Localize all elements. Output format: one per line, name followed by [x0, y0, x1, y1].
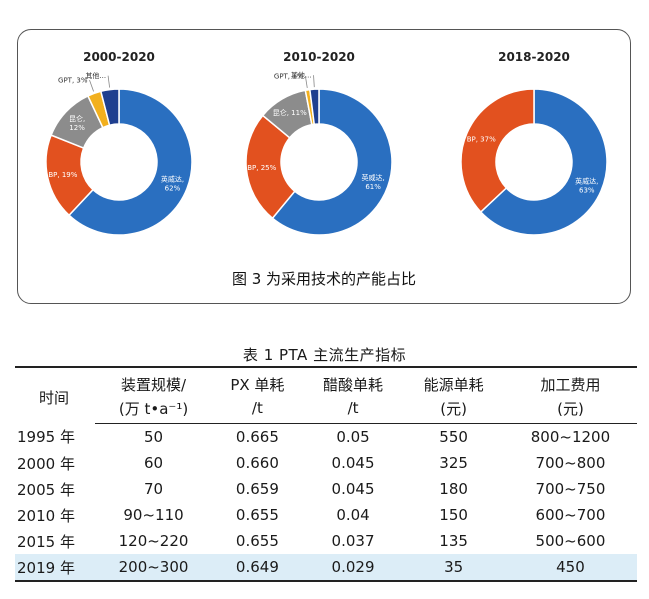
- cell-energy: 35: [403, 554, 504, 582]
- table-row: 2000 年 60 0.660 0.045 325 700~800: [15, 450, 637, 476]
- header-time: 时间: [15, 366, 95, 424]
- table-header-row: 时间 装置规模/ PX 单耗 醋酸单耗 能源单耗 加工费用: [15, 366, 637, 424]
- cell-acetic: 0.037: [331, 532, 375, 550]
- header-energy: 能源单耗: [403, 366, 504, 396]
- table-row: 1995 年 50 0.665 0.05 550 800~1200: [15, 424, 637, 451]
- cell-cost: 450: [503, 554, 637, 582]
- cell-year: 2019 年: [15, 554, 95, 582]
- slice-label: BP, 37%: [467, 136, 496, 144]
- figure-caption: 图 3 为采用技术的产能占比: [231, 270, 417, 288]
- donut-chart-1: 2010-2020 英威达, 61% BP, 25% 昆仑, 11% GPT, 1%其他.…: [245, 50, 393, 236]
- slice-label: 昆仑, 11%: [273, 108, 307, 117]
- cell-energy: 135: [439, 532, 468, 550]
- leader-line: [107, 75, 110, 88]
- cell-scale: 50: [143, 428, 164, 446]
- cell-year: 2010 年: [17, 506, 75, 525]
- cell-energy: 550: [439, 428, 468, 446]
- slice-invista: [67, 88, 193, 236]
- cell-energy: 180: [439, 480, 468, 498]
- cell-energy: 150: [439, 506, 468, 524]
- slice-invista: [479, 88, 608, 236]
- slice-label: GPT, 1%: [274, 73, 304, 81]
- cell-cost: 700~750: [535, 480, 606, 498]
- unit-acetic: /t: [302, 396, 404, 424]
- slice-label: 英威达, 63%: [575, 176, 598, 194]
- cell-acetic: 0.045: [331, 454, 375, 472]
- chart-title: 2000-2020: [83, 50, 155, 64]
- cell-cost: 800~1200: [530, 428, 611, 446]
- cell-acetic: 0.045: [331, 480, 375, 498]
- slice-label: 其他...: [85, 71, 106, 80]
- slice-label: BP, 19%: [48, 171, 77, 179]
- unit-cost: (元): [503, 396, 637, 424]
- leader-line: [313, 75, 315, 88]
- cell-px: 0.655: [235, 506, 279, 524]
- leader-line: [89, 80, 94, 92]
- unit-energy: (元): [403, 396, 504, 424]
- slice-bp: [245, 114, 296, 220]
- cell-cost: 500~600: [535, 532, 606, 550]
- cell-px: 0.665: [235, 428, 279, 446]
- header-scale: 装置规模/: [95, 366, 213, 396]
- slice-label: GPT, 3%: [58, 77, 88, 85]
- header-cost: 加工费用: [503, 366, 637, 396]
- slice-other: [99, 88, 120, 127]
- table-row: 2015 年 120~220 0.655 0.037 135 500~600: [15, 528, 637, 554]
- cell-acetic: 0.04: [336, 506, 370, 524]
- unit-scale: (万 t•a⁻¹): [95, 396, 213, 424]
- leader-line: [304, 76, 308, 88]
- cell-cost: 700~800: [535, 454, 606, 472]
- table-title: 表 1 PTA 主流生产指标: [242, 346, 407, 364]
- cell-year: 1995 年: [17, 428, 75, 447]
- slice-invista: [271, 88, 393, 236]
- cell-acetic: 0.029: [302, 554, 404, 582]
- cell-cost: 600~700: [535, 506, 606, 524]
- cell-scale: 200~300: [95, 554, 213, 582]
- cell-scale: 120~220: [118, 532, 189, 550]
- cell-scale: 70: [143, 480, 164, 498]
- slice-label: 英威达, 62%: [161, 175, 184, 193]
- figure-panel: 2000-2020 英威达, 62% BP, 19% 昆仑, 12% GPT, 3% 其他..…: [17, 29, 631, 304]
- cell-px: 0.659: [235, 480, 279, 498]
- cell-scale: 60: [143, 454, 164, 472]
- slice-label: BP, 25%: [247, 164, 276, 172]
- header-acetic: 醋酸单耗: [302, 366, 404, 396]
- cell-year: 2015 年: [17, 532, 75, 551]
- cell-scale: 90~110: [123, 506, 184, 524]
- slice-label: 昆仑, 12%: [69, 114, 85, 132]
- cell-year: 2005 年: [17, 480, 75, 499]
- cell-px: 0.655: [235, 532, 279, 550]
- cell-px: 0.649: [212, 554, 303, 582]
- chart-title: 2018-2020: [498, 50, 570, 64]
- slice-other: [309, 88, 320, 126]
- donut-chart-0: 2000-2020 英威达, 62% BP, 19% 昆仑, 12% GPT, 3%其他..…: [45, 50, 193, 236]
- slice-label: 英威达, 61%: [361, 173, 384, 191]
- table-row: 2010 年 90~110 0.655 0.04 150 600~700: [15, 502, 637, 528]
- pta-indicators-table: 时间 装置规模/ PX 单耗 醋酸单耗 能源单耗 加工费用 (万 t•a⁻¹) …: [15, 366, 637, 582]
- cell-energy: 325: [439, 454, 468, 472]
- table-row: 2005 年 70 0.659 0.045 180 700~750: [15, 476, 637, 502]
- table-header-units-row: (万 t•a⁻¹) /t /t (元) (元): [15, 396, 637, 424]
- cell-px: 0.660: [235, 454, 279, 472]
- slice-label: 其他...: [291, 71, 312, 80]
- header-px: PX 单耗: [212, 366, 303, 396]
- table-row-highlighted: 2019 年 200~300 0.649 0.029 35 450: [15, 554, 637, 582]
- chart-title: 2010-2020: [283, 50, 355, 64]
- donut-chart-2: 2018-2020 英威达, 63% BP, 37%: [460, 50, 608, 236]
- unit-px: /t: [212, 396, 303, 424]
- cell-year: 2000 年: [17, 454, 75, 473]
- cell-acetic: 0.05: [336, 428, 370, 446]
- slice-bp: [460, 88, 535, 214]
